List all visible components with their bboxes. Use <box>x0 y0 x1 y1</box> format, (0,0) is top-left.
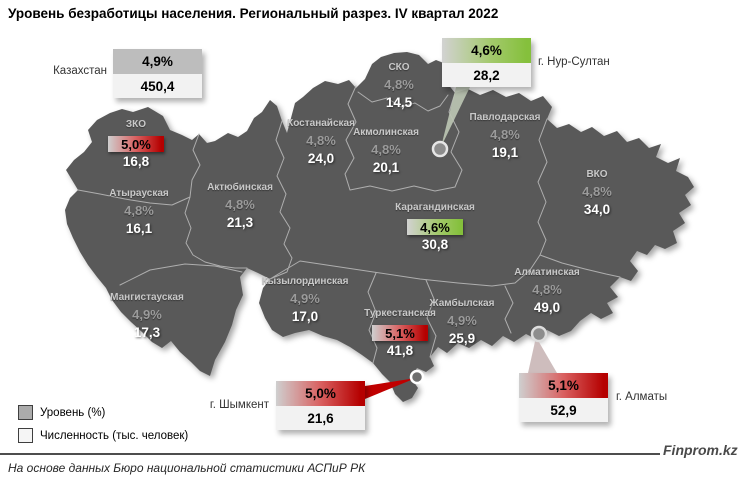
region-count: 34,0 <box>583 202 611 217</box>
region-name: Туркестанская <box>364 308 436 319</box>
region-zhambyl: Жамбылская 4,9% 25,9 <box>397 298 527 346</box>
region-rate: 4,9% <box>132 307 162 322</box>
region-count: 41,8 <box>386 343 414 358</box>
region-name: Алматинская <box>514 267 580 278</box>
region-count: 30,8 <box>421 237 449 252</box>
region-name: СКО <box>388 62 410 73</box>
shymkent-callout: 5,0% 21,6 <box>276 381 365 430</box>
region-count: 16,1 <box>125 221 153 236</box>
region-name: ВКО <box>586 169 608 180</box>
source-note: На основе данных Бюро национальной стати… <box>8 461 366 475</box>
region-rate: 4,8% <box>225 197 255 212</box>
region-rate: 4,8% <box>384 77 414 92</box>
kazakhstan-label: Казахстан <box>53 65 107 77</box>
region-pavlodar: Павлодарская 4,8% 19,1 <box>440 112 570 160</box>
region-name: ЗКО <box>125 119 147 130</box>
region-rate: 4,8% <box>371 142 401 157</box>
region-count: 14,5 <box>385 95 413 110</box>
region-almaty-obl: Алматинская 4,8% 49,0 <box>482 267 612 315</box>
shymkent-marker <box>409 369 425 385</box>
city-count: 21,6 <box>276 406 365 430</box>
kazakhstan-rate: 4,9% <box>113 49 202 74</box>
almaty-label: г. Алматы <box>616 391 668 403</box>
legend-level: Уровень (%) <box>18 405 105 420</box>
kazakhstan-callout: 4,9% 450,4 <box>113 49 202 98</box>
region-turkestan: Туркестанская 5,1% 41,8 <box>335 308 465 358</box>
region-rate: 5,1% <box>385 325 415 341</box>
city-rate: 4,6% <box>442 38 531 63</box>
region-rate: 4,8% <box>306 133 336 148</box>
shymkent-label: г. Шымкент <box>209 399 269 411</box>
city-count: 52,9 <box>519 398 608 422</box>
region-count: 25,9 <box>448 331 476 346</box>
region-name: Кызылординская <box>261 276 349 287</box>
legend-level-swatch <box>18 405 33 420</box>
region-count: 17,0 <box>291 309 319 324</box>
city-rate: 5,0% <box>276 381 365 406</box>
region-count: 20,1 <box>372 160 400 175</box>
region-kyzylorda: Кызылординская 4,9% 17,0 <box>240 276 370 324</box>
brand-watermark: Finprom.kz <box>663 442 738 458</box>
almaty-pointer <box>528 337 557 373</box>
almaty-callout: 5,1% 52,9 <box>519 373 608 422</box>
region-aktobe: Актюбинская 4,8% 21,3 <box>175 182 305 230</box>
almaty-marker <box>530 325 548 343</box>
region-count: 49,0 <box>533 300 561 315</box>
region-rate-bar: 5,0% <box>108 136 164 152</box>
legend-count: Численность (тыс. человек) <box>18 428 188 443</box>
region-rate: 4,8% <box>532 282 562 297</box>
region-akmola: Акмолинская 4,8% 20,1 <box>321 127 451 175</box>
nur-sultan-marker <box>431 140 449 158</box>
region-rate: 4,9% <box>447 313 477 328</box>
region-rate: 4,6% <box>420 219 450 235</box>
legend-count-label: Численность (тыс. человек) <box>40 429 189 442</box>
region-name: Павлодарская <box>469 112 541 123</box>
region-borders <box>77 85 621 364</box>
footer-divider <box>0 453 660 455</box>
region-name: Актюбинская <box>207 182 273 193</box>
legend-count-swatch <box>18 428 33 443</box>
region-rate-bar: 4,6% <box>407 219 463 235</box>
region-kostanay: Костанайская 4,8% 24,0 <box>256 118 386 166</box>
region-zko: ЗКО 5,0% 16,8 <box>71 119 201 169</box>
city-rate: 5,1% <box>519 373 608 398</box>
region-sko: СКО 4,8% 14,5 <box>334 62 464 110</box>
region-count: 17,3 <box>133 325 161 340</box>
region-rate: 4,8% <box>582 184 612 199</box>
region-count: 21,3 <box>226 215 254 230</box>
shymkent-pointer <box>365 378 416 399</box>
region-atyrau: Атырауская 4,8% 16,1 <box>74 188 204 236</box>
legend-level-label: Уровень (%) <box>40 406 106 419</box>
nur-sultan-pointer <box>441 87 470 147</box>
city-count: 28,2 <box>442 63 531 87</box>
region-rate-bar: 5,1% <box>372 325 428 341</box>
region-rate: 5,0% <box>121 136 151 152</box>
nur-sultan-label: г. Нур-Султан <box>538 56 610 68</box>
map-outline <box>65 52 694 402</box>
region-rate: 4,8% <box>124 203 154 218</box>
region-count: 24,0 <box>307 151 335 166</box>
kazakhstan-count: 450,4 <box>113 74 202 98</box>
region-name: Карагандинская <box>395 202 475 213</box>
region-name: Акмолинская <box>353 127 419 138</box>
region-name: Жамбылская <box>429 298 495 309</box>
region-name: Костанайская <box>287 118 355 129</box>
region-rate: 4,8% <box>490 127 520 142</box>
page-title: Уровень безработицы населения. Региональ… <box>8 6 499 21</box>
region-rate: 4,9% <box>290 291 320 306</box>
region-count: 19,1 <box>491 145 519 160</box>
region-name: Мангистауская <box>110 292 184 303</box>
region-vko: ВКО 4,8% 34,0 <box>532 169 662 217</box>
region-count: 16,8 <box>122 154 150 169</box>
nur-sultan-callout: 4,6% 28,2 <box>442 38 531 87</box>
region-karaganda: Карагандинская 4,6% 30,8 <box>370 202 500 252</box>
region-name: Атырауская <box>109 188 169 199</box>
region-mangystau: Мангистауская 4,9% 17,3 <box>82 292 212 340</box>
